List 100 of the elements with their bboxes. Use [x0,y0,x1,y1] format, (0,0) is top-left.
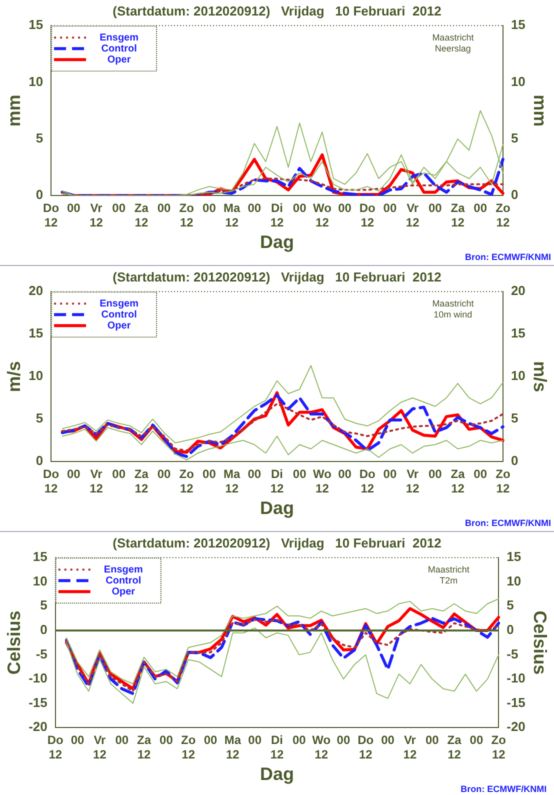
x-tick-label: 00 [202,201,216,216]
x-tick-label: Wo 12 [312,733,331,762]
annotation: Maastricht Neerslag [432,32,474,54]
x-tick-label: 00 [112,467,126,482]
legend-label: Control [101,43,138,54]
x-tick-label: 00 [336,733,350,748]
x-tick-label: Zo 12 [496,201,510,230]
legend-label: Ensgem [104,564,143,576]
x-tick-label: Do 12 [47,733,64,762]
y-axis-title: mm [4,94,24,127]
x-tick-label: Ma 12 [223,201,240,230]
chart-title: (Startdatum: 2012020912) Vrijdag 10 Februari 2012 [112,3,442,18]
x-tick-label: 00 [474,201,488,216]
x-tick-label: 00 [381,733,395,748]
y2-tick-label: 20 [510,283,526,298]
x-tick-label: Za 12 [134,201,149,230]
legend-label: Ensgem [100,32,139,44]
x-tick-label: 00 [292,733,306,748]
y2-tick-label: 10 [510,368,526,384]
x-tick-label: Za 12 [450,201,466,230]
y-tick-label: 15 [28,17,44,32]
x-tick-label: 00 [160,733,174,748]
y-tick-label: -5 [36,646,48,662]
y-tick-label: 10 [28,368,44,384]
x-tick-label: Za 12 [450,467,466,496]
x-tick-label: Zo 12 [179,201,194,230]
x-tick-label: 00 [474,467,488,482]
y-tick-label: 0 [36,187,44,202]
text: Bron: ECMWF/KNMI [464,252,551,262]
x-tick-label: 00 [292,467,307,482]
y2-tick-label: 0 [506,622,514,638]
x-tick-label: 00 [383,201,397,216]
y2-tick-label: -10 [506,670,526,686]
y-axis-title: m/s [4,361,24,392]
y-tick-label: 5 [36,130,44,146]
x-tick-label: Do 12 [43,467,60,496]
y2-axis-title: Celsius [530,610,550,675]
x-tick-label: 00 [112,201,126,216]
y-tick-label: 0 [40,622,48,638]
legend-label: Control [101,309,138,320]
legend-label: Oper [107,54,131,66]
x-tick-label: Do 12 [358,733,374,762]
y-tick-label: 5 [36,410,44,426]
y-tick-label: 15 [28,326,44,341]
y2-tick-label: 10 [506,573,522,588]
x-tick-label: Zo 12 [181,733,196,762]
annotation: Maastricht 10m wind [432,298,474,320]
y-tick-label: 20 [28,283,44,298]
x-tick-label: Di 12 [270,201,284,230]
x-tick-label: 00 [383,467,397,482]
x-tick-label: Za 12 [134,467,149,496]
x-tick-label: Do 12 [359,467,376,496]
text: Bron: ECMWF/KNMI [460,784,547,794]
x-tick-label: 00 [115,733,129,748]
x-tick-label: 00 [338,467,352,482]
legend-label: Oper [112,586,136,598]
x-tick-label: 00 [66,201,81,216]
x-tick-label: Zo 12 [496,467,510,496]
y-tick-label: 10 [28,74,44,89]
x-tick-label: 00 [66,467,81,482]
x-tick-label: 00 [70,733,85,748]
x-tick-label: 00 [425,733,440,748]
x-tick-label: Vr 12 [406,201,420,230]
y2-tick-label: 5 [506,598,514,613]
chart-title: (Startdatum: 2012020912) Vrijdag 10 Februari 2012 [112,269,442,284]
x-tick-label: 00 [157,467,172,482]
y2-tick-label: 10 [510,74,526,89]
y-tick-label: 5 [40,598,48,613]
legend-label: Oper [107,320,131,332]
legend-label: Control [106,575,142,586]
y2-axis-title: m/s [530,361,550,392]
legend-label: Ensgem [100,298,139,310]
x-tick-label: 00 [338,201,352,216]
x-tick-label: 00 [248,467,262,482]
x-axis-title: Dag [260,764,294,784]
x-tick-label: 00 [202,467,216,482]
y-tick-label: 0 [36,453,44,468]
y2-tick-label: 5 [510,130,518,146]
y2-tick-label: -5 [506,646,518,662]
x-tick-label: 00 [292,201,307,216]
y2-tick-label: 15 [506,549,522,564]
x-tick-label: Za 12 [137,733,152,762]
x-tick-label: 00 [428,467,442,482]
text: Bron: ECMWF/KNMI [464,518,551,528]
y2-tick-label: -20 [506,719,526,734]
x-tick-label: Ma 12 [223,467,240,496]
x-tick-label: Wo 12 [312,467,332,496]
x-tick-label: Do 12 [359,201,376,230]
x-tick-label: Zo 12 [179,467,194,496]
x-tick-label: 00 [204,733,218,748]
annotation: Maastricht T2m [428,564,470,586]
y2-tick-label: 0 [510,187,518,202]
x-tick-label: Vr 12 [403,733,417,762]
y-tick-label: -15 [28,694,48,710]
y2-axis-title: mm [530,94,550,127]
y2-tick-label: 15 [510,326,526,341]
x-tick-label: 00 [470,733,484,748]
x-tick-label: Vr 12 [406,467,420,496]
x-tick-label: Vr 12 [93,733,107,762]
x-tick-label: 00 [248,733,262,748]
